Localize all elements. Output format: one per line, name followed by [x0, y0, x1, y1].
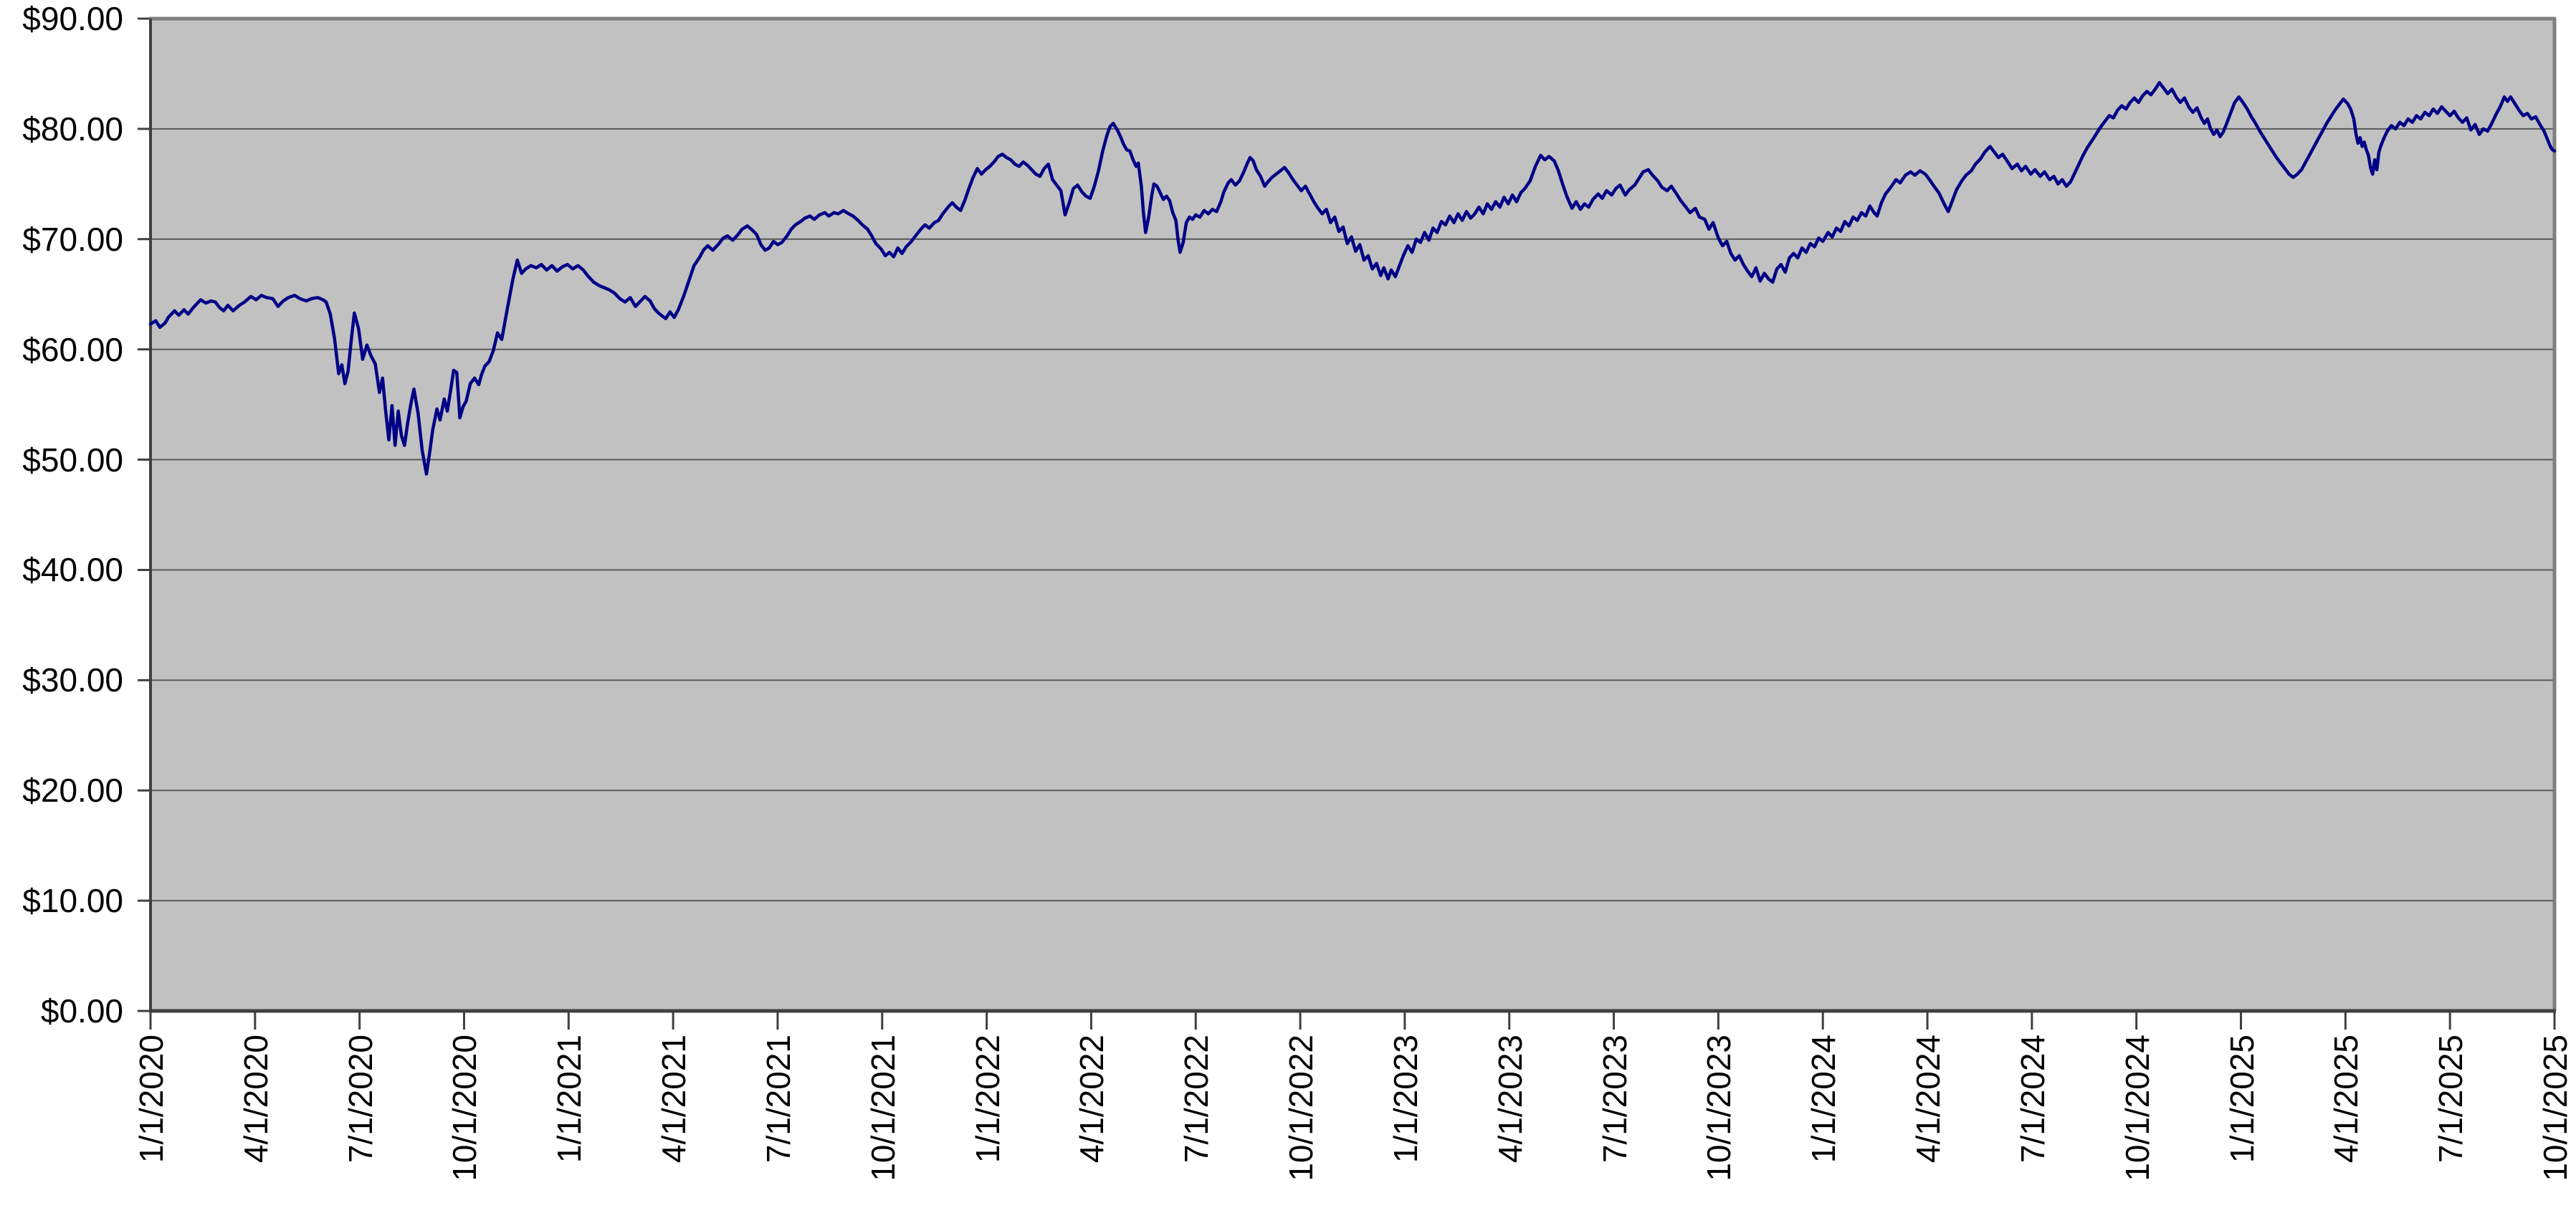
x-tick-label: 4/1/2023 — [1491, 1035, 1529, 1164]
plot-area[interactable] — [151, 19, 2554, 1011]
x-tick-label: 7/1/2021 — [759, 1035, 797, 1164]
y-tick-label: $90.00 — [22, 0, 123, 37]
x-tick-label: 4/1/2021 — [655, 1035, 693, 1164]
x-tick-label: 4/1/2024 — [1909, 1035, 1947, 1164]
x-tick-label: 1/1/2020 — [133, 1035, 170, 1164]
x-tick-label: 10/1/2021 — [864, 1035, 902, 1181]
x-tick-label: 7/1/2023 — [1595, 1035, 1633, 1164]
y-tick-label: $20.00 — [22, 772, 123, 810]
y-tick-label: $30.00 — [22, 661, 123, 699]
x-tick-label: 1/1/2021 — [550, 1035, 588, 1164]
y-tick-label: $80.00 — [22, 110, 123, 148]
x-tick-label: 7/1/2024 — [2013, 1035, 2051, 1164]
x-tick-label: 10/1/2023 — [1700, 1035, 1738, 1181]
y-tick-label: $0.00 — [40, 992, 123, 1030]
x-tick-label: 4/1/2022 — [1073, 1035, 1111, 1164]
y-tick-label: $10.00 — [22, 882, 123, 920]
x-tick-label: 1/1/2024 — [1805, 1035, 1843, 1164]
price-series-line[interactable] — [148, 81, 2557, 476]
x-tick-label: 7/1/2020 — [341, 1035, 379, 1164]
x-tick-label: 1/1/2022 — [968, 1035, 1006, 1164]
x-tick-label: 7/1/2025 — [2432, 1035, 2470, 1164]
y-tick-label: $40.00 — [22, 551, 123, 589]
x-tick-label: 1/1/2025 — [2223, 1035, 2261, 1164]
y-tick-label: $70.00 — [22, 220, 123, 258]
x-tick-label: 10/1/2022 — [1282, 1035, 1320, 1181]
x-tick-label: 10/1/2024 — [2118, 1035, 2156, 1181]
x-tick-label: 1/1/2023 — [1386, 1035, 1424, 1164]
x-tick-label: 10/1/2020 — [446, 1035, 484, 1181]
x-tick-label: 4/1/2025 — [2327, 1035, 2365, 1164]
x-tick-label: 7/1/2022 — [1178, 1035, 1216, 1164]
y-tick-label: $50.00 — [22, 441, 123, 479]
x-tick-label: 10/1/2025 — [2537, 1035, 2574, 1181]
y-tick-label: $60.00 — [22, 330, 123, 368]
x-tick-label: 4/1/2020 — [237, 1035, 275, 1164]
